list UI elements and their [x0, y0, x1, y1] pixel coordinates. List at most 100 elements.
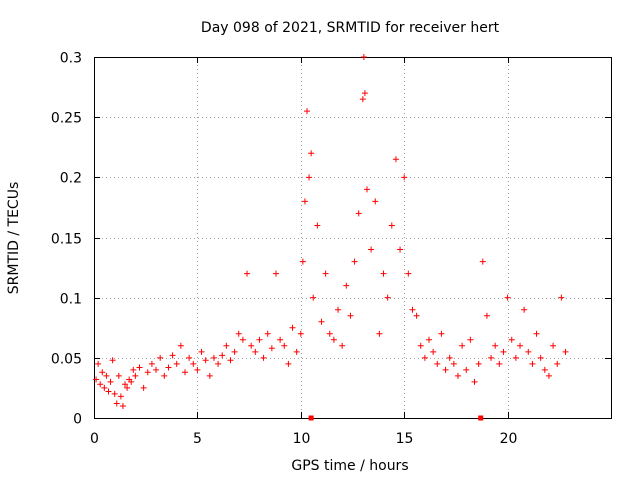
data-point [299, 258, 306, 265]
data-point [297, 330, 304, 337]
axis-markers [308, 415, 484, 421]
data-point [339, 342, 346, 349]
data-point [363, 186, 370, 193]
data-point [132, 372, 139, 379]
data-point [442, 366, 449, 373]
data-point [119, 402, 126, 409]
data-point [446, 354, 453, 361]
data-point [181, 369, 188, 376]
data-point [326, 330, 333, 337]
data-point [550, 342, 557, 349]
data-point [308, 150, 315, 157]
data-point [512, 354, 519, 361]
data-point [500, 348, 507, 355]
data-point [450, 360, 457, 367]
data-point [148, 360, 155, 367]
data-point [330, 336, 337, 343]
data-point [376, 330, 383, 337]
data-point [107, 378, 114, 385]
grid [94, 57, 611, 418]
x-tick-label: 20 [500, 431, 518, 447]
y-tick-label: 0.05 [51, 352, 82, 368]
data-point [368, 246, 375, 253]
data-point [475, 360, 482, 367]
data-point [256, 336, 263, 343]
data-point [541, 366, 548, 373]
data-point [521, 306, 528, 313]
y-tick-label: 0.15 [51, 232, 82, 248]
data-point [434, 360, 441, 367]
y-tick-label: 0.2 [60, 171, 82, 187]
axis-marker [308, 415, 314, 421]
data-point [285, 360, 292, 367]
data-point [397, 246, 404, 253]
data-point [426, 336, 433, 343]
data-point [361, 90, 368, 97]
data-point [562, 348, 569, 355]
data-point [508, 336, 515, 343]
axis-marker [478, 415, 484, 421]
data-point [153, 366, 160, 373]
data-point [360, 54, 367, 60]
data-point [405, 270, 412, 277]
data-point [128, 378, 135, 385]
data-point [105, 388, 112, 395]
data-point [202, 357, 209, 364]
data-point [109, 357, 116, 364]
data-point [210, 354, 217, 361]
x-tick-label: 5 [193, 431, 202, 447]
data-point [113, 400, 120, 407]
data-point [525, 348, 532, 355]
data-point [351, 258, 358, 265]
data-point [529, 360, 536, 367]
data-point [239, 336, 246, 343]
data-point [504, 294, 511, 301]
data-point [417, 342, 424, 349]
data-point [454, 372, 461, 379]
data-point [558, 294, 565, 301]
data-point [115, 372, 122, 379]
data-point [165, 364, 172, 371]
data-point [169, 352, 176, 359]
axis-ticks: 0 5 10 15 20 0 0.05 0.1 0.15 0.2 0.25 0.3 [51, 51, 611, 447]
data-point [206, 372, 213, 379]
data-point [438, 330, 445, 337]
data-point [231, 348, 238, 355]
data-point [496, 360, 503, 367]
data-point [215, 360, 222, 367]
data-point [144, 369, 151, 376]
data-point [359, 96, 366, 103]
data-point [281, 342, 288, 349]
data-point [111, 390, 118, 397]
data-point [471, 378, 478, 385]
data-point [384, 294, 391, 301]
chart-title: Day 098 of 2021, SRMTID for receiver her… [201, 20, 500, 36]
data-point [301, 198, 308, 205]
y-tick-label: 0.3 [60, 51, 82, 67]
data-point [463, 366, 470, 373]
data-point [157, 354, 164, 361]
data-point [310, 294, 317, 301]
data-point [97, 381, 104, 388]
data-point [380, 270, 387, 277]
data-point [248, 342, 255, 349]
data-point [99, 369, 106, 376]
data-point [136, 364, 143, 371]
data-point [401, 174, 408, 181]
data-point [306, 174, 313, 181]
data-point [93, 376, 100, 383]
data-point [252, 348, 259, 355]
data-point [533, 330, 540, 337]
data-point [343, 282, 350, 289]
data-point [117, 393, 124, 400]
data-point [314, 222, 321, 229]
data-point [235, 330, 242, 337]
data-point [194, 366, 201, 373]
data-point [190, 360, 197, 367]
data-point [335, 306, 342, 313]
data-point [318, 318, 325, 325]
data-point [304, 108, 311, 115]
data-point [103, 372, 110, 379]
data-point [198, 348, 205, 355]
